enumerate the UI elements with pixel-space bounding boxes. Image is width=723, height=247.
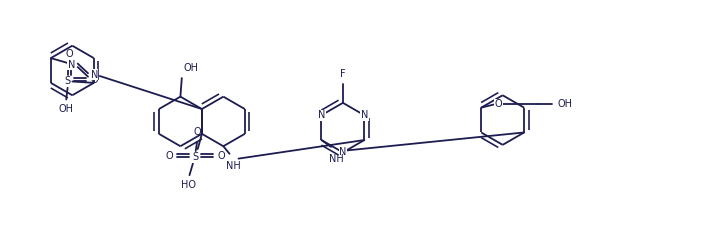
Text: OH: OH <box>58 104 73 114</box>
Text: N: N <box>339 147 346 157</box>
Text: O: O <box>194 127 202 137</box>
Text: S: S <box>64 77 71 86</box>
Text: O: O <box>495 99 502 109</box>
Text: N: N <box>68 60 75 70</box>
Text: N: N <box>361 110 368 120</box>
Text: F: F <box>340 69 346 80</box>
Text: NH: NH <box>328 154 343 164</box>
Text: O: O <box>65 49 73 59</box>
Text: HO: HO <box>181 180 196 190</box>
Text: O: O <box>217 151 225 161</box>
Text: N: N <box>317 110 325 120</box>
Text: NH: NH <box>226 161 241 171</box>
Text: OH: OH <box>557 99 573 109</box>
Text: O: O <box>90 75 98 85</box>
Text: N: N <box>90 70 98 80</box>
Text: OH: OH <box>183 63 198 73</box>
Text: O: O <box>166 151 173 161</box>
Text: S: S <box>192 152 198 162</box>
